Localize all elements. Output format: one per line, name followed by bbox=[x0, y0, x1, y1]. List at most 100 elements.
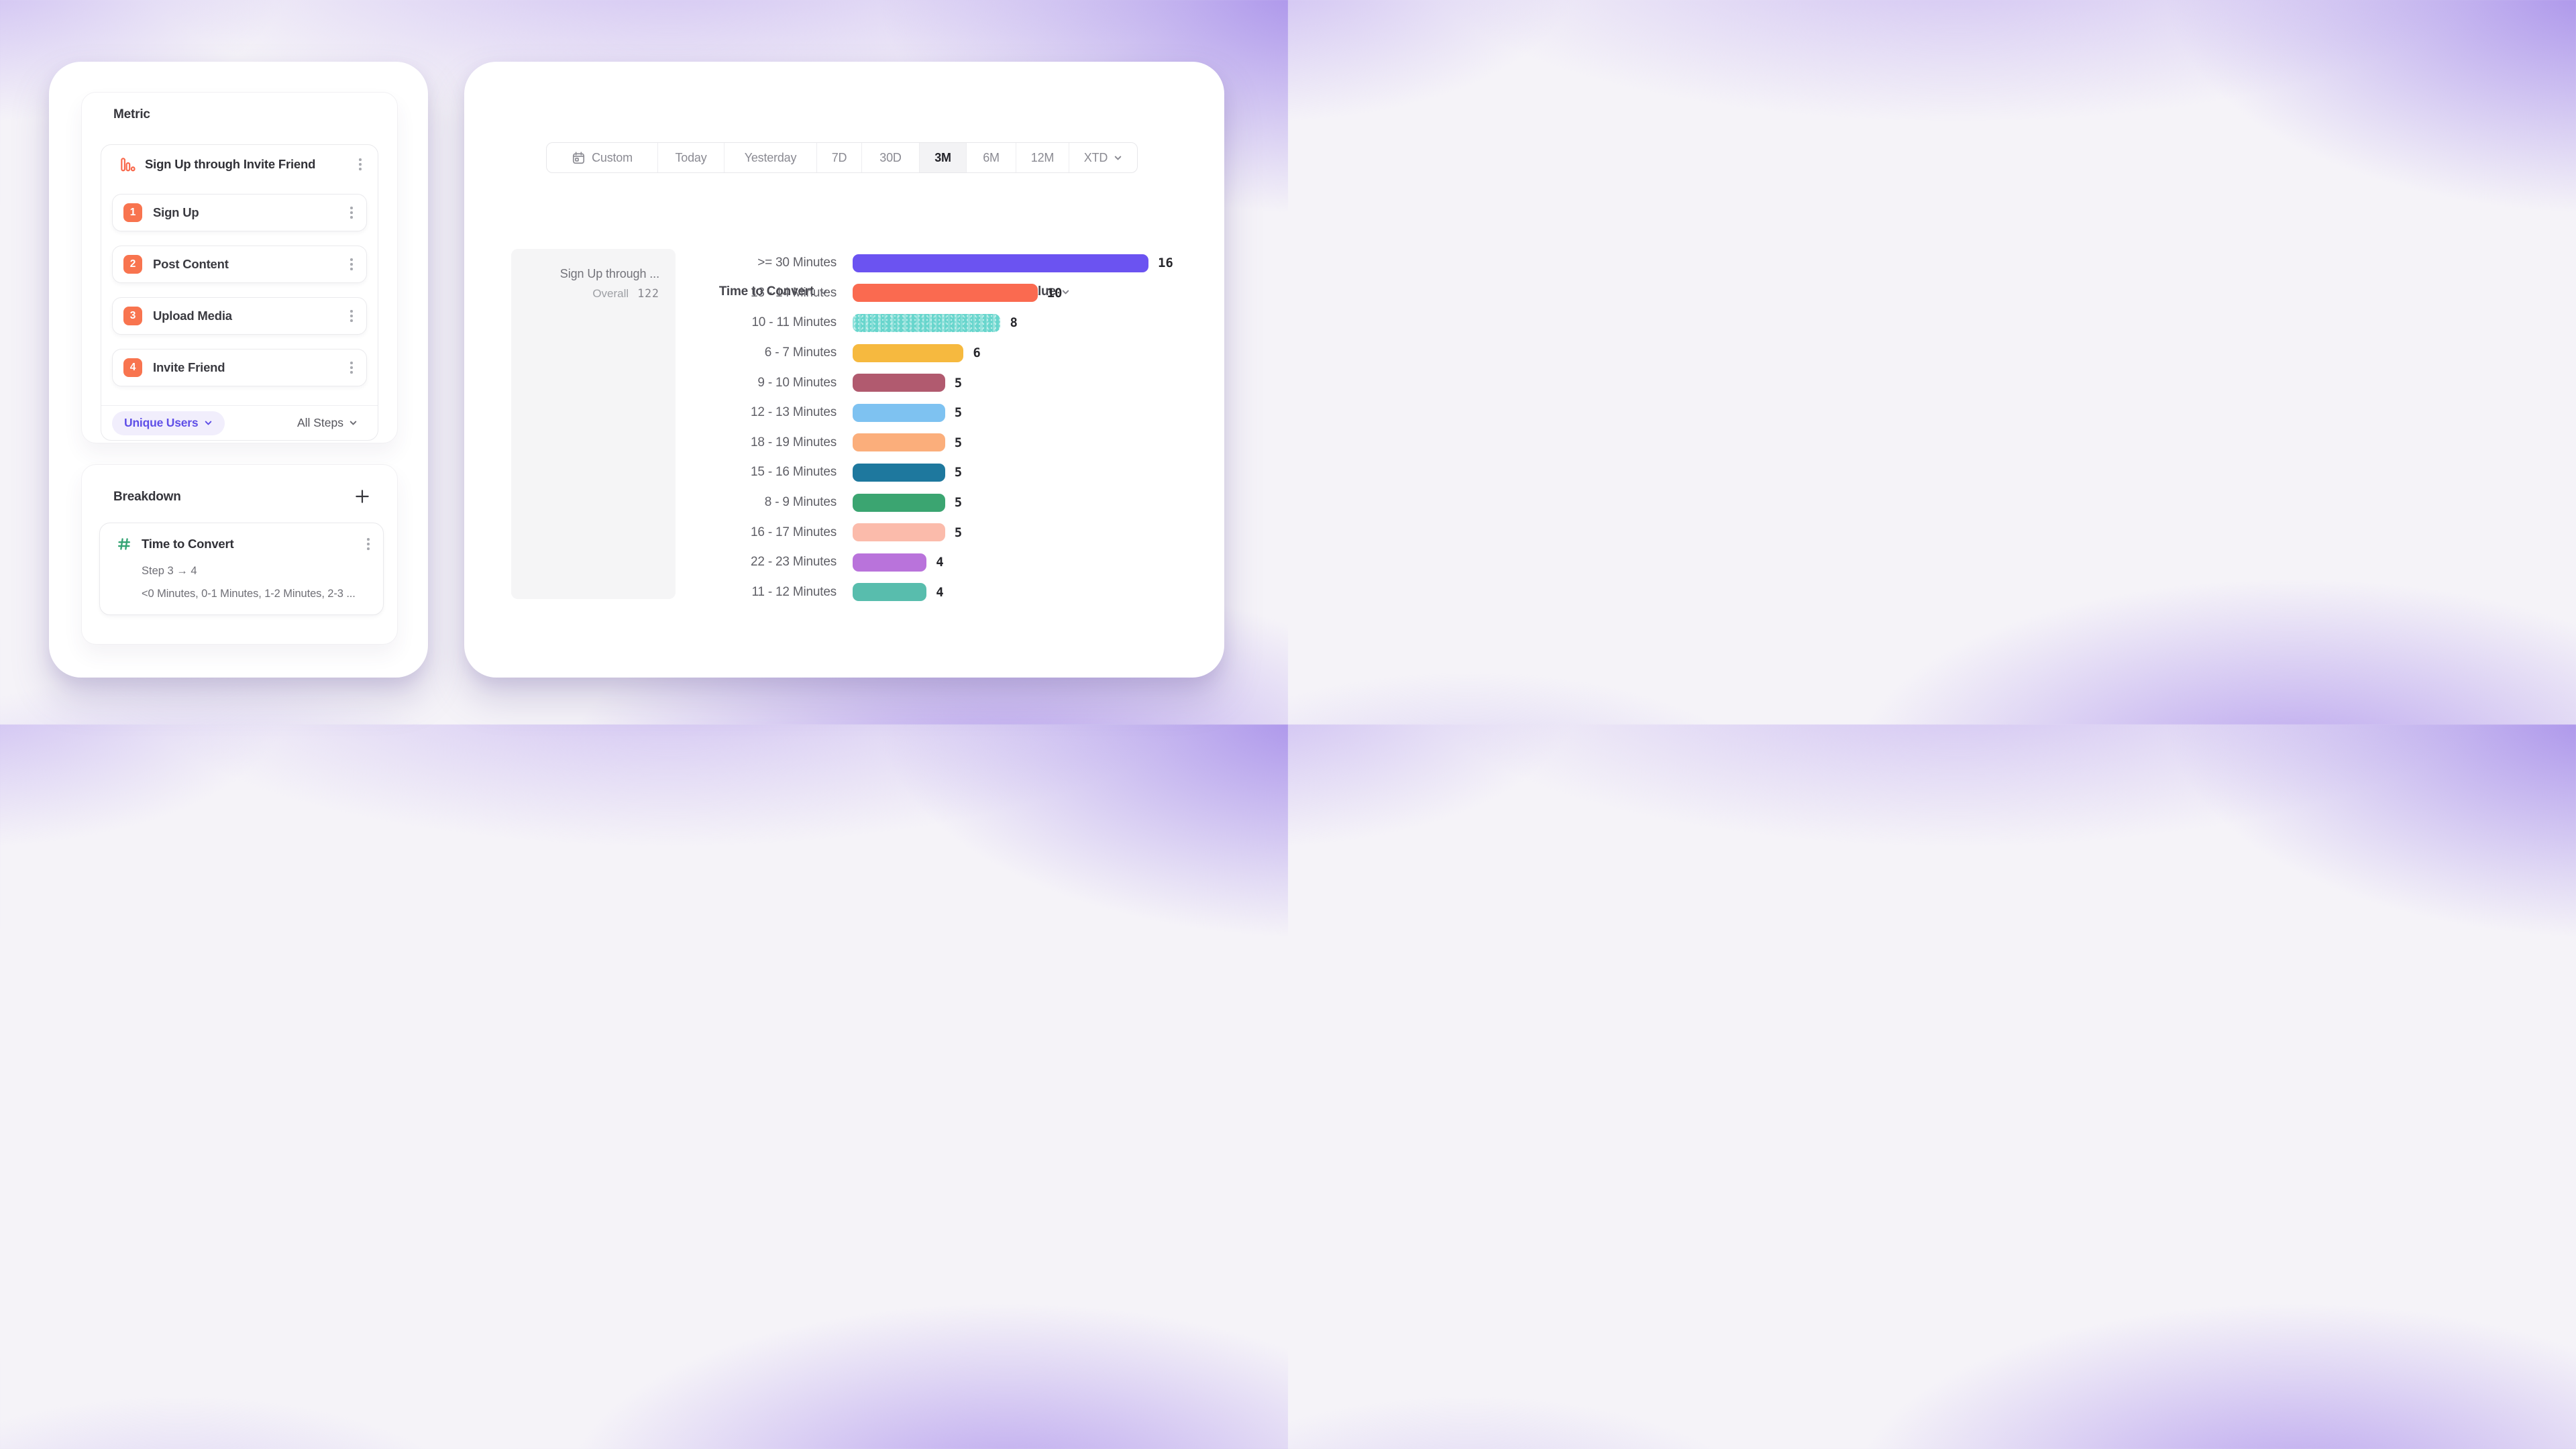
funnel-step-row[interactable]: 1 Sign Up bbox=[112, 194, 367, 231]
funnel-footer: Unique Users All Steps bbox=[101, 405, 378, 440]
breakdown-property-name: Time to Convert bbox=[142, 536, 234, 551]
range-label: 6M bbox=[983, 150, 1000, 164]
value-bar[interactable] bbox=[853, 553, 927, 572]
chevron-down-icon bbox=[205, 421, 212, 425]
value-bar[interactable] bbox=[853, 343, 964, 362]
query-builder-panel: Metric Sign Up through Invite Friend 1 S… bbox=[49, 62, 428, 678]
range-12m[interactable]: 12M bbox=[1016, 143, 1069, 172]
kebab-menu-icon[interactable] bbox=[346, 306, 357, 326]
bucket-label: 16 - 17 Minutes bbox=[751, 525, 837, 539]
kebab-menu-icon[interactable] bbox=[346, 358, 357, 378]
value-bar[interactable] bbox=[853, 583, 927, 602]
step-number-badge: 4 bbox=[123, 358, 142, 377]
funnel-segment-summary[interactable]: Sign Up through ... Overall 122 bbox=[511, 249, 676, 599]
bar-value-label: 5 bbox=[954, 465, 963, 480]
chart-row: 11 - 12 Minutes 4 bbox=[665, 578, 1173, 608]
range-label: Today bbox=[675, 150, 707, 164]
range-label: Yesterday bbox=[744, 150, 797, 164]
range-label: 3M bbox=[934, 150, 951, 164]
chart-row: 6 - 7 Minutes 6 bbox=[665, 338, 1173, 368]
chart-row: 8 - 9 Minutes 5 bbox=[665, 488, 1173, 518]
value-bar[interactable] bbox=[853, 433, 945, 452]
bucket-label: 22 - 23 Minutes bbox=[751, 555, 837, 570]
chevron-down-icon bbox=[350, 421, 357, 425]
step-label: Sign Up bbox=[153, 205, 199, 219]
number-property-icon bbox=[116, 536, 132, 552]
bar-value-label: 6 bbox=[973, 345, 981, 361]
breakdown-section-title: Breakdown bbox=[113, 490, 181, 504]
overall-value: 122 bbox=[637, 287, 659, 300]
bar-value-label: 4 bbox=[936, 584, 944, 600]
step-number-badge: 2 bbox=[123, 255, 142, 274]
value-bar[interactable] bbox=[853, 463, 945, 482]
bucket-label: 18 - 19 Minutes bbox=[751, 435, 837, 449]
range-3m-selected[interactable]: 3M bbox=[919, 143, 966, 172]
bar-value-label: 5 bbox=[954, 375, 963, 390]
value-bar[interactable] bbox=[853, 254, 1148, 272]
kebab-menu-icon[interactable] bbox=[346, 254, 357, 274]
range-label: XTD bbox=[1083, 150, 1108, 164]
breakdown-step-range: Step 3 → 4 bbox=[142, 565, 197, 577]
metric-section: Metric Sign Up through Invite Friend 1 S… bbox=[81, 92, 398, 443]
value-bar[interactable] bbox=[853, 374, 945, 392]
bar-value-label: 5 bbox=[954, 525, 963, 540]
steps-scope-dropdown[interactable]: All Steps bbox=[297, 416, 358, 430]
bucket-label: 12 - 13 Minutes bbox=[751, 405, 837, 420]
range-yesterday[interactable]: Yesterday bbox=[724, 143, 816, 172]
range-6m[interactable]: 6M bbox=[966, 143, 1016, 172]
add-breakdown-button[interactable] bbox=[353, 487, 372, 506]
funnel-steps-list: 1 Sign Up 2 Post Content 3 Upload Media … bbox=[112, 194, 367, 386]
funnel-step-row[interactable]: 4 Invite Friend bbox=[112, 349, 367, 386]
value-bar[interactable] bbox=[853, 284, 1038, 303]
range-today[interactable]: Today bbox=[657, 143, 724, 172]
bucket-label: 6 - 7 Minutes bbox=[764, 345, 837, 360]
breakdown-buckets-preview: <0 Minutes, 0-1 Minutes, 1-2 Minutes, 2-… bbox=[142, 588, 356, 600]
value-bar[interactable] bbox=[853, 403, 945, 422]
range-label: Custom bbox=[592, 150, 633, 164]
bucket-label: 8 - 9 Minutes bbox=[764, 495, 837, 510]
kebab-menu-icon[interactable] bbox=[346, 203, 357, 223]
range-xtd[interactable]: XTD bbox=[1069, 143, 1137, 172]
range-custom[interactable]: Custom bbox=[547, 143, 657, 172]
kebab-menu-icon[interactable] bbox=[363, 534, 374, 554]
step-label: Post Content bbox=[153, 257, 229, 271]
bucket-label: >= 30 Minutes bbox=[757, 256, 837, 270]
bar-value-label: 16 bbox=[1157, 256, 1173, 271]
range-label: 12M bbox=[1030, 150, 1055, 164]
bucket-label: 9 - 10 Minutes bbox=[757, 375, 837, 390]
range-7d[interactable]: 7D bbox=[816, 143, 861, 172]
funnel-summary-overall: Overall 122 bbox=[511, 287, 659, 301]
chevron-down-icon bbox=[1114, 156, 1122, 160]
breakdown-property-card[interactable]: Time to Convert Step 3 → 4 <0 Minutes, 0… bbox=[99, 523, 384, 615]
measurement-dropdown[interactable]: Unique Users bbox=[112, 411, 225, 435]
value-bar[interactable] bbox=[853, 313, 1001, 332]
bar-value-label: 5 bbox=[954, 435, 963, 450]
chart-row: 12 - 13 Minutes 5 bbox=[665, 398, 1173, 428]
bar-chart: >= 30 Minutes 16 13 - 14 Minutes 10 10 - 11 … bbox=[665, 248, 1173, 607]
step-number-badge: 1 bbox=[123, 203, 142, 222]
bar-value-label: 5 bbox=[954, 495, 963, 511]
kebab-menu-icon[interactable] bbox=[355, 154, 366, 174]
chart-row: >= 30 Minutes 16 bbox=[665, 248, 1173, 278]
bar-value-label: 8 bbox=[1010, 315, 1018, 331]
calendar-icon bbox=[572, 151, 586, 165]
range-30d[interactable]: 30D bbox=[861, 143, 919, 172]
funnel-step-row[interactable]: 2 Post Content bbox=[112, 246, 367, 283]
funnel-step-row[interactable]: 3 Upload Media bbox=[112, 297, 367, 335]
chevron-down-icon bbox=[1062, 290, 1069, 294]
column-header-breakdown[interactable]: Time to Convert bbox=[693, 283, 854, 301]
bar-value-label: 5 bbox=[954, 405, 963, 421]
bucket-label: 15 - 16 Minutes bbox=[751, 465, 837, 480]
chart-row: 15 - 16 Minutes 5 bbox=[665, 458, 1173, 488]
step-label: Invite Friend bbox=[153, 360, 225, 374]
value-bar[interactable] bbox=[853, 523, 945, 542]
bucket-label: 10 - 11 Minutes bbox=[751, 315, 837, 330]
funnel-name: Sign Up through Invite Friend bbox=[145, 157, 316, 171]
funnel-summary-name: Sign Up through ... bbox=[559, 267, 659, 280]
step-label: Upload Media bbox=[153, 309, 232, 323]
chart-row: 22 - 23 Minutes 4 bbox=[665, 547, 1173, 578]
breakdown-property-header: Time to Convert bbox=[116, 534, 374, 554]
steps-scope-label: All Steps bbox=[297, 416, 343, 429]
value-bar[interactable] bbox=[853, 493, 945, 512]
funnel-metric-header[interactable]: Sign Up through Invite Friend bbox=[101, 145, 378, 184]
